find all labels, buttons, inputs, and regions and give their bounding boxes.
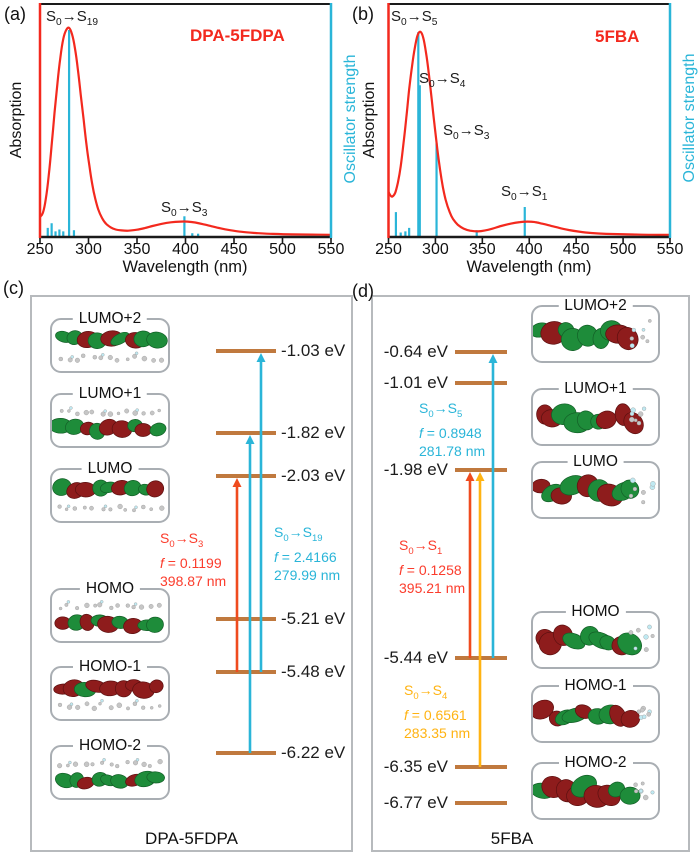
panel-label-d: (d)	[352, 281, 374, 301]
transition-arrowhead	[488, 354, 498, 363]
x-axis-label-b: Wavelength (nm)	[466, 258, 592, 276]
panel-label-c: (c)	[3, 278, 24, 298]
x-axis-label-a: Wavelength (nm)	[122, 258, 248, 276]
transition-arrowhead	[232, 478, 242, 487]
panel-label-a: (a)	[4, 4, 26, 24]
transition-arrowhead	[245, 435, 255, 444]
transition-arrowhead	[256, 353, 266, 362]
spectrum-panel-a	[38, 3, 333, 244]
diagram-caption-5fba: 5FBA	[490, 829, 534, 848]
transition-arrowhead	[475, 472, 485, 481]
spectrum-panel-b	[387, 3, 672, 244]
spectrum-title-5fba: 5FBA	[595, 27, 640, 46]
transition-arrowhead	[465, 472, 475, 481]
panel-label-b: (b)	[352, 4, 374, 24]
spectrum-title-dpa-5fdpa: DPA-5FDPA	[190, 26, 285, 45]
y-axis-label-absorption-b: Absorption	[361, 81, 378, 159]
absorption-curve	[39, 26, 332, 236]
y-axis-label-oscillator-strength-a: Oscillator strength	[342, 54, 359, 184]
panel-d-box	[371, 295, 690, 852]
absorption-curve	[387, 30, 671, 236]
y-axis-label-absorption-a: Absorption	[8, 81, 25, 159]
diagram-caption-dpa-5fdpa: DPA-5FDPA	[145, 829, 238, 848]
y-axis-label-oscillator-strength-b: Oscillator strength	[681, 53, 698, 183]
